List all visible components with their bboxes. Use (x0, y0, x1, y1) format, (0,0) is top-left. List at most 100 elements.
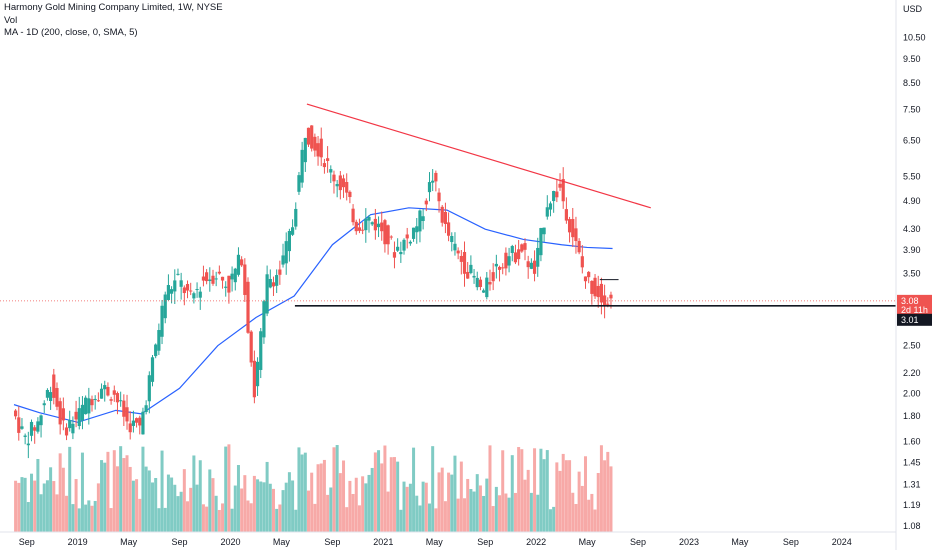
candle-body (587, 271, 591, 278)
candlesticks (13, 125, 613, 459)
volume-bar (482, 495, 486, 532)
volume-bar (297, 447, 301, 532)
time-axis[interactable]: Sep 2019 May Sep 2020 May Sep 2021 May Sep 2022 May… (19, 537, 852, 547)
candle-body (55, 388, 59, 407)
volume-bar (275, 508, 279, 532)
candle-body (520, 244, 524, 252)
time-tick-label: Sep (19, 537, 35, 547)
price-axis[interactable]: 10.50 9.50 8.50 7.50 6.50 5.50 4.90 4.30 3.90 3.5… (903, 32, 926, 531)
volume-bar (326, 494, 330, 532)
volume-bar (609, 466, 613, 532)
candle-body (310, 125, 314, 149)
candle-body (421, 216, 425, 222)
volume-bar (469, 489, 473, 532)
candle-body (278, 269, 282, 275)
candle-body (211, 275, 215, 284)
volume-bar (189, 487, 193, 532)
candle-body (36, 421, 40, 432)
volume-bar (182, 469, 186, 532)
volume-bar (392, 457, 396, 532)
time-tick-label: 2023 (679, 537, 699, 547)
bar-countdown: 2d 11h (901, 305, 928, 315)
candle-body (542, 227, 546, 235)
time-tick-label: May (120, 537, 138, 547)
time-tick-label: 2020 (220, 537, 240, 547)
volume-bar (125, 455, 129, 532)
price-tick-label: 9.50 (903, 54, 921, 64)
candle-body (246, 281, 250, 333)
volume-bar (58, 453, 62, 532)
candle-body (185, 284, 190, 291)
candle-body (396, 246, 400, 251)
volume-bar (284, 482, 288, 532)
volume-bar (195, 484, 199, 532)
volume-bar (61, 467, 65, 532)
candle-body (561, 179, 565, 202)
price-tick-label: 8.50 (903, 78, 921, 88)
volume-bar (405, 486, 409, 532)
volume-bar (418, 505, 422, 532)
candle-body (249, 331, 253, 363)
volume-bar (596, 473, 600, 532)
volume-bar (517, 447, 521, 532)
candle-body (195, 289, 199, 291)
volume-bar (488, 445, 492, 532)
volume-bar (71, 504, 75, 532)
candle-body (517, 249, 521, 260)
time-tick-label: Sep (172, 537, 188, 547)
volume-bar (440, 467, 444, 532)
support-price-value: 3.01 (901, 315, 919, 325)
volume-bar (26, 502, 30, 532)
volume-bar (399, 509, 403, 532)
candle-body (532, 260, 537, 274)
price-tick-label: 1.80 (903, 411, 921, 421)
volume-bar (555, 462, 559, 532)
candle-body (348, 191, 352, 198)
volume-bar (494, 486, 498, 532)
candle-body (577, 240, 581, 253)
volume-bar (141, 446, 145, 532)
symbol-title[interactable]: Harmony Gold Mining Company Limited, 1W,… (4, 2, 223, 13)
volume-bar (354, 477, 358, 532)
volume-bar (485, 478, 489, 532)
candle-body (453, 243, 457, 251)
volume-indicator-label[interactable]: Vol (4, 14, 18, 26)
volume-bar (240, 488, 244, 532)
volume-bar (233, 485, 237, 532)
volume-bar (351, 493, 355, 532)
candle-body (284, 241, 288, 264)
candle-body (434, 172, 438, 182)
volume-bar (504, 493, 508, 532)
ma-indicator-label[interactable]: MA - 1D (200, close, 0, SMA, 5) (4, 27, 138, 38)
price-tick-label: 2.00 (903, 389, 921, 399)
volume-bar (510, 455, 514, 532)
volume-bar (463, 498, 467, 532)
candle-body (147, 375, 151, 402)
volume-bar (319, 463, 323, 532)
volume-bar (186, 501, 190, 532)
candle-body (20, 426, 24, 429)
candle-body (220, 276, 225, 281)
candle-body (513, 252, 518, 263)
volume-bar (459, 461, 463, 532)
candle-body (68, 420, 72, 429)
volume-bar (338, 473, 342, 532)
candle-body (437, 192, 441, 202)
volume-bar (77, 508, 81, 532)
candle-body (341, 178, 346, 188)
drawing-lines[interactable] (0, 103, 896, 307)
candle-body (13, 410, 18, 417)
candle-body (52, 374, 56, 398)
candle-body (134, 418, 139, 423)
candle-body (536, 247, 540, 267)
candle-body (205, 272, 209, 282)
volume-bar (246, 500, 250, 532)
candle-body (345, 181, 349, 193)
volume-bar (529, 492, 533, 532)
volume-bar (577, 471, 581, 532)
volume-bar (370, 467, 374, 532)
volume-bar (265, 461, 269, 532)
descending-trendline[interactable] (306, 103, 651, 209)
volume-bar (574, 503, 578, 532)
